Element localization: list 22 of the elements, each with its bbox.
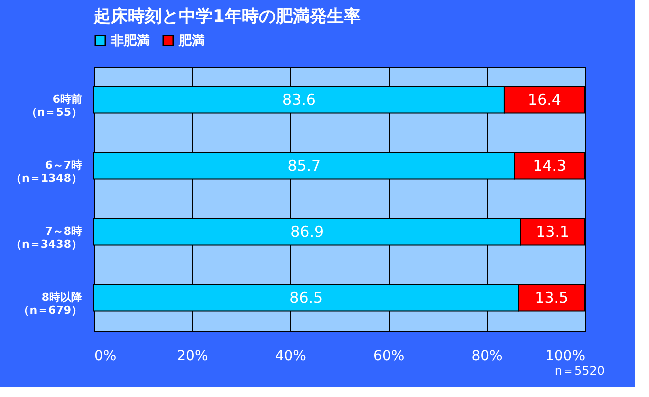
data-label: 13.5 [535,289,569,307]
data-label: 83.6 [282,91,316,109]
x-tick-label: 100% [545,348,586,364]
legend-label: 非肥満 [110,34,150,49]
x-tick-label: 20% [177,348,208,364]
data-label: 14.3 [533,157,567,175]
x-tick-label: 40% [275,348,306,364]
data-label: 86.9 [290,223,324,241]
y-tick-label: 8時以降（n＝679） [18,291,84,317]
x-tick-label: 80% [472,348,503,364]
y-tick-label: 7～8時（n＝3438） [11,225,82,251]
y-tick-label: 6～7時（n＝1348） [11,159,82,185]
x-tick-label: 0% [94,348,117,364]
data-label: 13.1 [536,223,570,241]
data-label: 86.5 [290,289,324,307]
text: n＝5520 [554,364,605,378]
legend-label: 肥満 [178,34,205,49]
x-tick-label: 60% [374,348,405,364]
y-tick-label: 6時前（n＝55） [26,93,82,119]
data-label: 16.4 [528,91,562,109]
chart-title: 起床時刻と中学1年時の肥満発生率 [93,7,361,27]
data-label: 85.7 [288,157,322,175]
